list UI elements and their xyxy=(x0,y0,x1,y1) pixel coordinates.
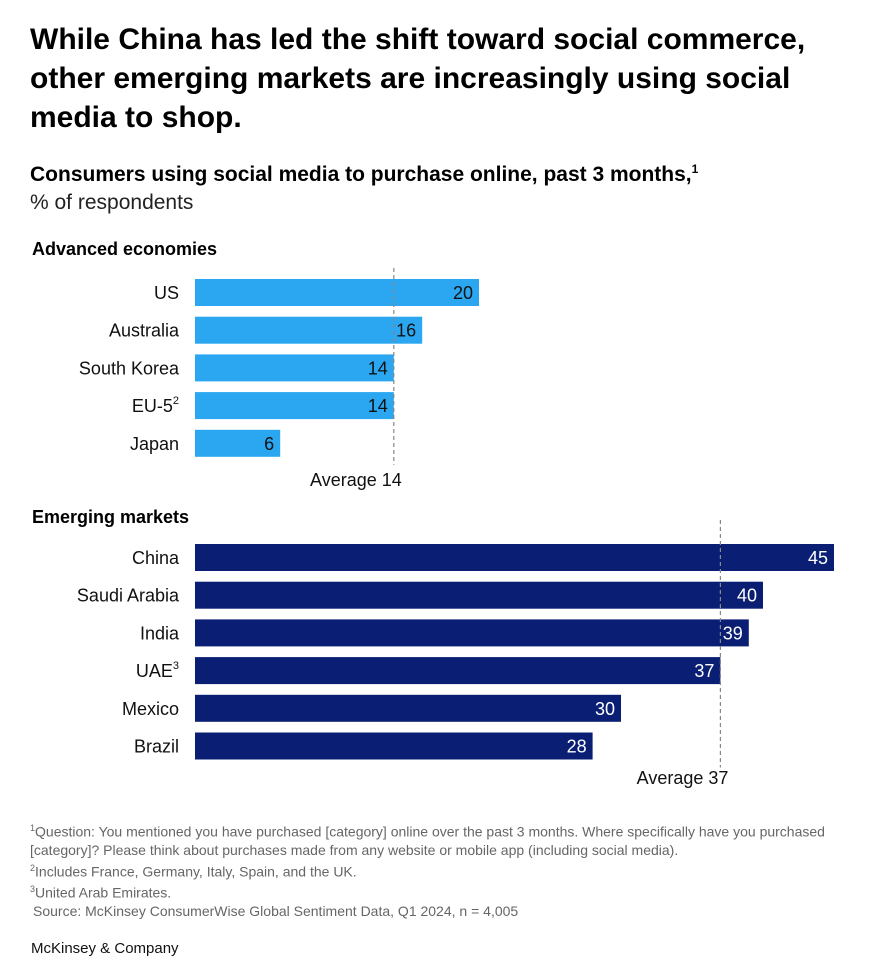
bar xyxy=(195,354,394,382)
footnotes: 1Question: You mentioned you have purcha… xyxy=(30,819,860,920)
section-title-emerging: Emerging markets xyxy=(32,507,190,527)
bar xyxy=(195,581,763,609)
category-label: EU-52 xyxy=(132,395,179,416)
bar-value-label: 45 xyxy=(808,548,828,568)
category-label: US xyxy=(154,283,179,303)
category-label: Japan xyxy=(130,434,179,454)
category-label: Australia xyxy=(109,321,180,341)
average-label: Average 14 xyxy=(310,470,402,490)
footnote-3: 3United Arab Emirates. xyxy=(30,884,172,901)
headline: While China has led the shift toward soc… xyxy=(30,23,806,134)
bar-value-label: 14 xyxy=(368,358,388,378)
bar-value-label: 40 xyxy=(737,586,757,606)
bar xyxy=(195,316,423,344)
bar xyxy=(195,544,834,571)
unit-label: % of respondents xyxy=(30,191,194,214)
section-title-advanced: Advanced economies xyxy=(32,239,218,259)
bar xyxy=(195,279,479,306)
category-label: UAE3 xyxy=(136,660,179,681)
bar-value-label: 16 xyxy=(396,321,416,341)
footnote-2: 2Includes France, Germany, Italy, Spain,… xyxy=(30,862,357,880)
bar xyxy=(195,392,394,420)
bar xyxy=(195,619,749,647)
chart-subtitle-text: Consumers using social media to purchase… xyxy=(30,163,692,186)
category-label: South Korea xyxy=(79,358,180,378)
category-label: India xyxy=(140,623,180,643)
bar-value-label: 28 xyxy=(567,737,587,757)
category-label: Mexico xyxy=(122,699,179,719)
brand-logo-text: McKinsey & Company xyxy=(31,940,179,957)
source-note: Source: McKinsey ConsumerWise Global Sen… xyxy=(33,902,519,919)
bar xyxy=(195,732,593,760)
bar-value-label: 37 xyxy=(694,661,714,681)
bar xyxy=(195,657,721,685)
category-label: Saudi Arabia xyxy=(77,586,180,606)
chart-subtitle: Consumers using social media to purchase… xyxy=(30,162,698,187)
bar-value-label: 20 xyxy=(453,283,473,303)
bar xyxy=(195,694,621,722)
footnote-1: 1Question: You mentioned you have purcha… xyxy=(30,823,825,858)
bar xyxy=(195,429,281,457)
bar-value-label: 6 xyxy=(264,434,274,454)
chart-subtitle-footnote-mark: 1 xyxy=(691,162,699,176)
category-label: China xyxy=(132,548,180,568)
average-label: Average 37 xyxy=(637,768,729,788)
bar-value-label: 14 xyxy=(368,396,388,416)
bar-value-label: 30 xyxy=(595,699,615,719)
category-label: Brazil xyxy=(134,737,179,757)
bar-value-label: 39 xyxy=(723,623,743,643)
